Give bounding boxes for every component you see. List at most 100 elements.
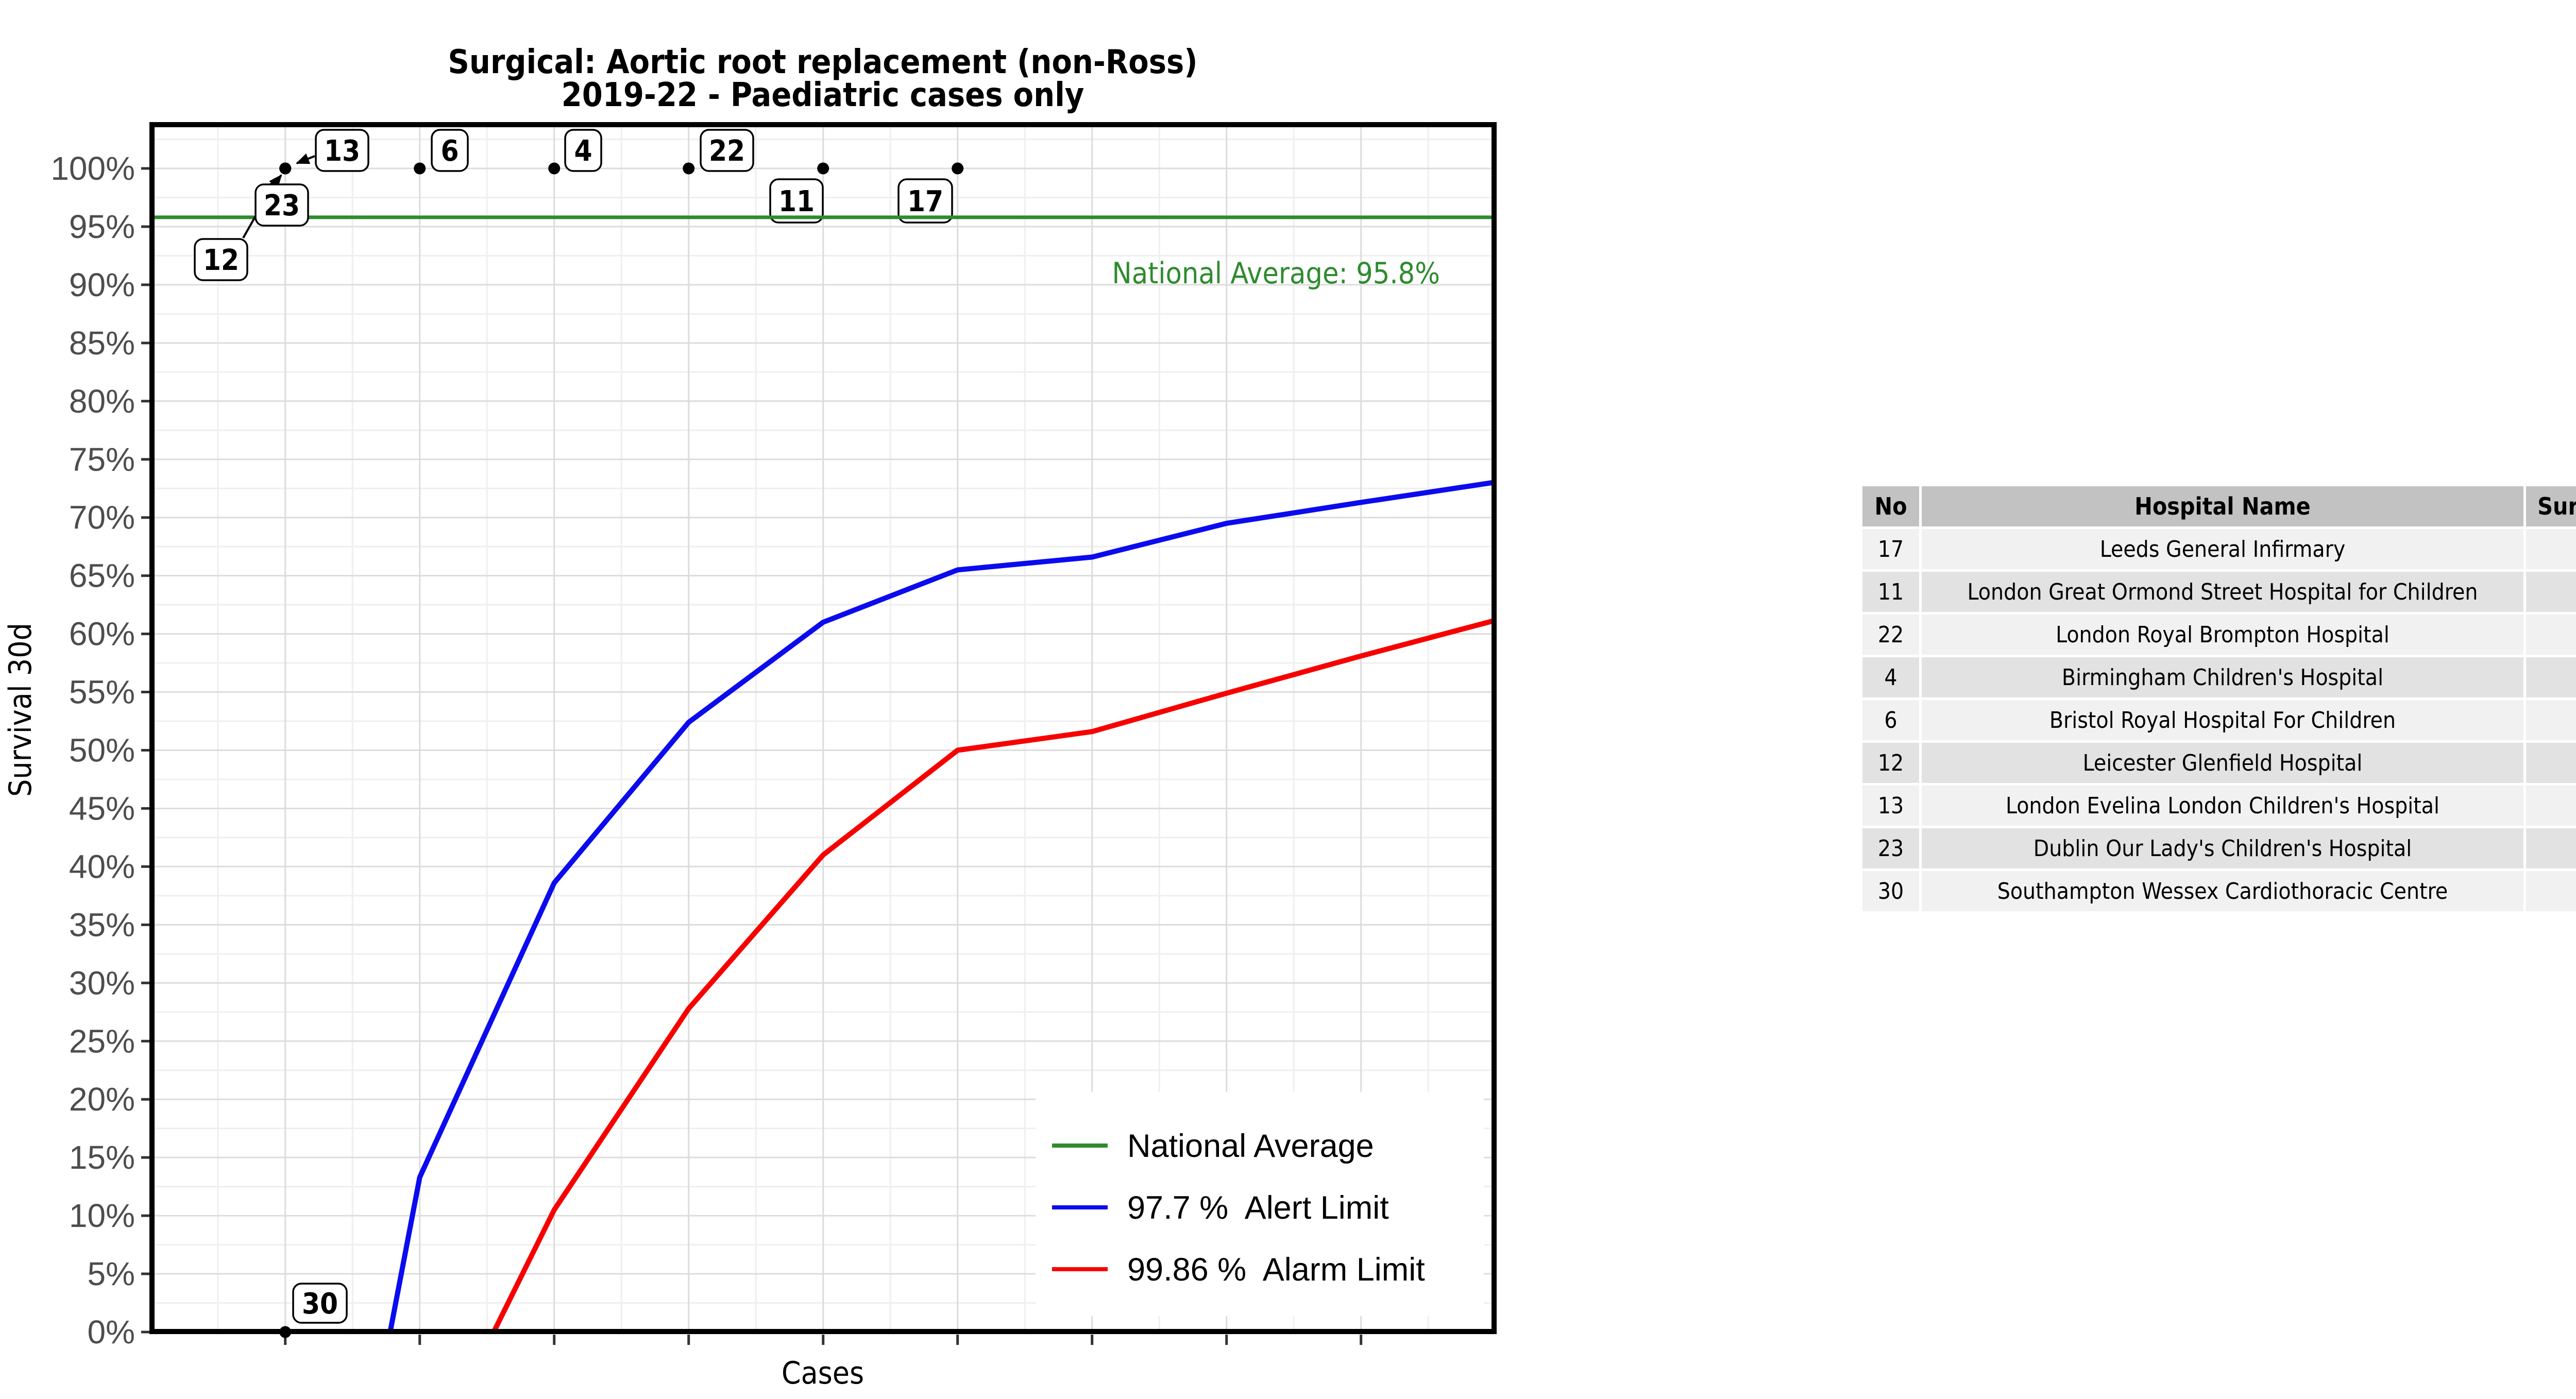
point-labels-under: 11 17 (769, 178, 953, 224)
label-box (255, 183, 309, 227)
label-number: 12 (203, 244, 239, 277)
x-axis-title: Cases (782, 1355, 864, 1391)
table-cell: 100% (2526, 572, 2576, 612)
label-box (194, 238, 248, 281)
table-cell: Dublin Our Lady's Children's Hospital (1922, 828, 2523, 868)
label-box (292, 1283, 348, 1324)
plot-border (149, 122, 1497, 1334)
y-tick-label: 40% (69, 848, 135, 885)
table-cell: 17 (1862, 529, 1919, 569)
chart-title-line1: Surgical: Aortic root replacement (non-R… (448, 43, 1197, 81)
table-cell: 23 (1862, 828, 1919, 868)
table-cell: 30 (1862, 871, 1919, 911)
label-leader-arrow (296, 153, 315, 164)
label-box (431, 129, 469, 172)
data-point-label: 17 (897, 178, 953, 224)
data-point (548, 162, 561, 175)
y-tick-label: 70% (69, 499, 135, 536)
y-axis-title: Survival 30d (3, 623, 39, 797)
y-tick-label: 15% (69, 1139, 135, 1176)
y-tick-label: 90% (69, 266, 135, 303)
y-tick-label: 60% (69, 616, 135, 653)
table-cell: 4 (1862, 657, 1919, 697)
y-tick-label: 85% (69, 325, 135, 362)
label-number: 6 (440, 134, 459, 168)
table-cell: Bristol Royal Hospital For Children (1922, 700, 2523, 740)
label-box (769, 178, 824, 224)
table-cell: Leicester Glenfield Hospital (1922, 743, 2523, 783)
y-tick-label: 95% (69, 208, 135, 245)
label-leader-arrow (269, 174, 282, 189)
data-point (414, 162, 426, 175)
data-point-label: 22 (700, 129, 754, 172)
table-cell: 11 (1862, 572, 1919, 612)
table-cell: 13 (1862, 786, 1919, 826)
label-box (564, 129, 602, 172)
y-tick-label: 10% (69, 1197, 135, 1234)
table-row: 13 London Evelina London Children's Hospi… (1862, 786, 2576, 826)
column-header: Survival 30d (2526, 486, 2576, 526)
y-tick-label: 55% (69, 674, 135, 711)
label-box (700, 129, 754, 172)
y-tick-label: 25% (69, 1022, 135, 1060)
y-tick-label: 0% (88, 1313, 135, 1351)
data-point-label: 23 (255, 174, 309, 227)
table-cell: 0% (2526, 871, 2576, 911)
table-cell: 100% (2526, 786, 2576, 826)
data-point-label: 11 (769, 178, 824, 224)
table-cell: 100% (2526, 529, 2576, 569)
y-tick-label: 75% (69, 441, 135, 478)
table-cell: London Great Ormond Street Hospital for … (1922, 572, 2523, 612)
table-cell: 22 (1862, 615, 1919, 655)
table-cell: London Evelina London Children's Hospita… (1922, 786, 2523, 826)
label-number: 30 (302, 1287, 338, 1321)
y-tick-label: 20% (69, 1081, 135, 1118)
table-row: 11 London Great Ormond Street Hospital fo… (1862, 572, 2576, 612)
data-point (817, 162, 829, 175)
limit-curves (387, 480, 1494, 1334)
data-point-label: 30 (292, 1283, 348, 1324)
table-cell: 100% (2526, 657, 2576, 697)
legend-label-national-average: National Average (1127, 1128, 1374, 1164)
label-number: 17 (907, 185, 943, 218)
label-number: 4 (574, 134, 592, 168)
column-header: No (1862, 486, 1919, 526)
y-tick-label: 100% (50, 150, 135, 187)
table-cell: Birmingham Children's Hospital (1922, 657, 2523, 697)
table-cell: 100% (2526, 828, 2576, 868)
y-tick-label: 35% (69, 906, 135, 943)
label-number: 23 (264, 189, 300, 223)
national-average-annotation: National Average: 95.8% (1112, 257, 1440, 291)
data-point (952, 162, 964, 175)
data-point (683, 162, 695, 175)
legend-label-alert-limit: 97.7 % Alert Limit (1127, 1190, 1389, 1226)
point-labels-over: 30 12 23 13 6 4 22 (194, 129, 754, 1324)
data-point-label: 13 (296, 129, 369, 172)
table-cell: 100% (2526, 743, 2576, 783)
data-point (279, 162, 292, 175)
data-point-label: 4 (564, 129, 602, 172)
table-row: 30 Southampton Wessex Cardiothoracic Cent… (1862, 871, 2576, 911)
axis-tick-marks (141, 167, 1363, 1345)
y-tick-label: 30% (69, 964, 135, 1001)
data-point-label: 6 (431, 129, 469, 172)
chart-title-line2: 2019-22 - Paediatric cases only (562, 76, 1084, 114)
legend-background (1036, 1092, 1484, 1316)
table-cell: 6 (1862, 700, 1919, 740)
table-cell: Southampton Wessex Cardiothoracic Centre (1922, 871, 2523, 911)
label-box (315, 129, 369, 172)
y-tick-label: 50% (69, 732, 135, 769)
table-cell: 12 (1862, 743, 1919, 783)
legend-label-alarm-limit: 99.86 % Alarm Limit (1127, 1252, 1425, 1288)
y-tick-label: 65% (69, 557, 135, 594)
label-number: 13 (324, 134, 360, 168)
